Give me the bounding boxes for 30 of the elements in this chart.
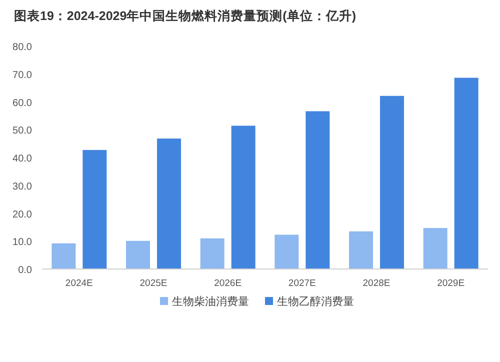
- x-tick-label: 2024E: [65, 278, 93, 289]
- bar: [274, 234, 299, 269]
- bar: [454, 78, 478, 269]
- y-tick-label: 0.0: [18, 265, 32, 276]
- bar: [231, 126, 256, 269]
- bar: [349, 231, 373, 269]
- y-tick-label: 70.0: [12, 70, 32, 81]
- x-tick-label: 2026E: [214, 278, 242, 289]
- bar: [380, 96, 404, 269]
- bar: [126, 240, 150, 269]
- y-tick-label: 80.0: [12, 42, 32, 53]
- legend-label: 生物柴油消费量: [172, 295, 249, 308]
- bar: [52, 243, 76, 269]
- y-tick-label: 30.0: [12, 181, 32, 192]
- bar: [423, 228, 448, 269]
- y-tick-label: 20.0: [12, 209, 32, 220]
- bar: [157, 138, 181, 269]
- y-tick-label: 60.0: [12, 98, 32, 109]
- bar: [200, 238, 224, 269]
- y-tick-label: 50.0: [12, 126, 32, 137]
- legend-label: 生物乙醇消费量: [277, 295, 354, 308]
- x-tick-label: 2027E: [288, 278, 316, 289]
- x-tick-label: 2025E: [140, 278, 168, 289]
- x-tick-label: 2029E: [437, 278, 465, 289]
- y-tick-label: 10.0: [12, 237, 32, 248]
- bar: [82, 150, 107, 269]
- chart-title: 图表19：2024-2029年中国生物燃料消费量预测(单位：亿升): [14, 8, 356, 23]
- y-tick-label: 40.0: [12, 154, 32, 164]
- x-tick-label: 2028E: [362, 278, 390, 289]
- bar: [306, 111, 330, 269]
